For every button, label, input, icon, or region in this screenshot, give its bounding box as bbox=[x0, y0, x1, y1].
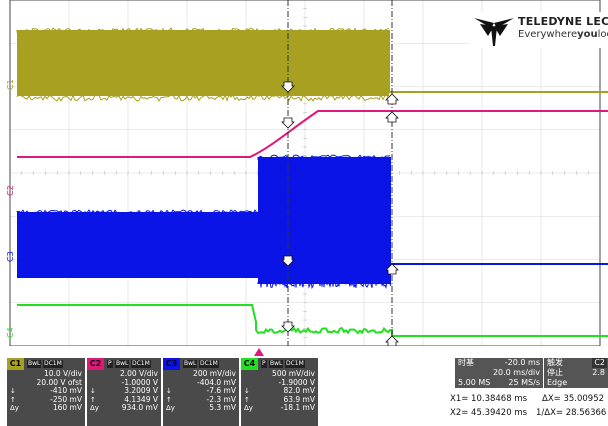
channel-box-c3[interactable]: C3 BwL DC1M 200 mV/div -404.0 mV ↓ -7.6 mV ↑ -2.… bbox=[163, 358, 239, 426]
channel-tag: P bbox=[261, 360, 267, 368]
channel-tag: P bbox=[107, 360, 113, 368]
channel-row-key: ↑ bbox=[166, 396, 172, 405]
channel-row-key: ↑ bbox=[244, 396, 250, 405]
c3-trace-band-pre bbox=[17, 212, 258, 278]
cursor-x1-readout: X1= 10.38468 ms bbox=[450, 394, 527, 404]
cursor-marker-c2-x2 bbox=[386, 112, 398, 122]
channel-row-value: 934.0 mV bbox=[122, 404, 158, 413]
channel-row-key: ↓ bbox=[244, 387, 250, 396]
channel-row-key: Δy bbox=[90, 404, 99, 413]
trigger-position-marker bbox=[254, 348, 264, 356]
waveform-grid: C1 C2 C3 C4 bbox=[0, 0, 608, 346]
cursor-inverse-dx-readout: 1/ΔX= 28.56366 bbox=[536, 408, 606, 418]
teledyne-logo: TELEDYNE LECROY Everywhereyoulook bbox=[470, 12, 608, 48]
channel-tag: DC1M bbox=[43, 360, 63, 368]
channel-row-key: ↓ bbox=[90, 387, 96, 396]
trigger-type: Edge bbox=[547, 378, 567, 388]
channel-box-c1[interactable]: C1 BwL DC1M 10.0 V/div 20.00 V ofst ↓ -410 mV ↑… bbox=[7, 358, 85, 426]
channel-row-value: -18.1 mV bbox=[281, 404, 315, 413]
c2-trace bbox=[17, 111, 608, 157]
channel-label-c1: C1 bbox=[6, 79, 15, 90]
channel-box-c2[interactable]: C2 P BwL DC1M 2.00 V/div -1.0000 V ↓ 3.2009 V ↑ 4… bbox=[87, 358, 161, 426]
teledyne-logo-icon bbox=[474, 14, 514, 46]
channel-id: C4 bbox=[241, 358, 258, 370]
channel-row-key: ↑ bbox=[90, 396, 96, 405]
trigger-mode: 停止 bbox=[547, 368, 563, 378]
trigger-box[interactable]: 触发 C2 停止 2.8 Edge bbox=[544, 358, 608, 388]
channel-label-c3: C3 bbox=[6, 251, 15, 262]
channel-row-key: ↓ bbox=[10, 387, 16, 396]
channel-tag: BwL bbox=[269, 360, 283, 368]
timebase-samples: 5.00 MS bbox=[458, 378, 490, 388]
channel-row-key: ↓ bbox=[166, 387, 172, 396]
channel-row-key: Δy bbox=[166, 404, 175, 413]
trigger-title: 触发 bbox=[547, 358, 563, 368]
c4-trace bbox=[17, 305, 608, 336]
channel-tag: BwL bbox=[183, 360, 197, 368]
channel-box-c4[interactable]: C4 P BwL DC1M 500 mV/div -1.9000 V ↓ 82.0 mV ↑ 63… bbox=[241, 358, 318, 426]
cursor-marker-c2-x1 bbox=[282, 118, 294, 128]
c1-trace-band bbox=[17, 30, 389, 96]
channel-tag: DC1M bbox=[285, 360, 305, 368]
channel-label-c2: C2 bbox=[6, 185, 15, 196]
channel-row-key: Δy bbox=[10, 404, 19, 413]
channel-tag: BwL bbox=[115, 360, 129, 368]
c3-trace-band-post bbox=[258, 157, 391, 284]
channel-row-value: 5.3 mV bbox=[209, 404, 236, 413]
brand-name: TELEDYNE LECROY bbox=[518, 15, 608, 28]
channel-tag: BwL bbox=[27, 360, 41, 368]
timebase-title: 时基 bbox=[458, 358, 474, 368]
timebase-delay: -20.0 ms bbox=[505, 358, 540, 368]
brand-tagline: Everywhereyoulook bbox=[518, 29, 608, 40]
cursor-marker-c4-x2 bbox=[386, 336, 398, 346]
channel-row-key: Δy bbox=[244, 404, 253, 413]
cursor-dx-readout: ΔX= 35.00952 bbox=[542, 394, 604, 404]
timebase-scale: 20.0 ms/div bbox=[493, 368, 540, 378]
trigger-level: 2.8 bbox=[592, 368, 605, 378]
cursor-x2-readout: X2= 45.39420 ms bbox=[450, 408, 527, 418]
channel-tag: DC1M bbox=[199, 360, 219, 368]
channel-id: C1 bbox=[7, 358, 24, 370]
oscilloscope-display[interactable]: C1 C2 C3 C4 TELEDYNE LECROY Everywhereyoulo… bbox=[0, 0, 608, 346]
channel-tag: DC1M bbox=[131, 360, 151, 368]
channel-id: C3 bbox=[163, 358, 180, 370]
channel-id: C2 bbox=[87, 358, 104, 370]
timebase-rate: 25 MS/s bbox=[508, 378, 540, 388]
channel-row-key: ↑ bbox=[10, 396, 16, 405]
timebase-box[interactable]: 时基 -20.0 ms 20.0 ms/div 5.00 MS 25 MS/s bbox=[455, 358, 543, 388]
trigger-channel: C2 bbox=[592, 358, 607, 368]
channel-label-c4: C4 bbox=[6, 327, 15, 338]
measurement-panel: C1 BwL DC1M 10.0 V/div 20.00 V ofst ↓ -410 mV ↑… bbox=[0, 346, 608, 426]
channel-row-value: 160 mV bbox=[53, 404, 82, 413]
